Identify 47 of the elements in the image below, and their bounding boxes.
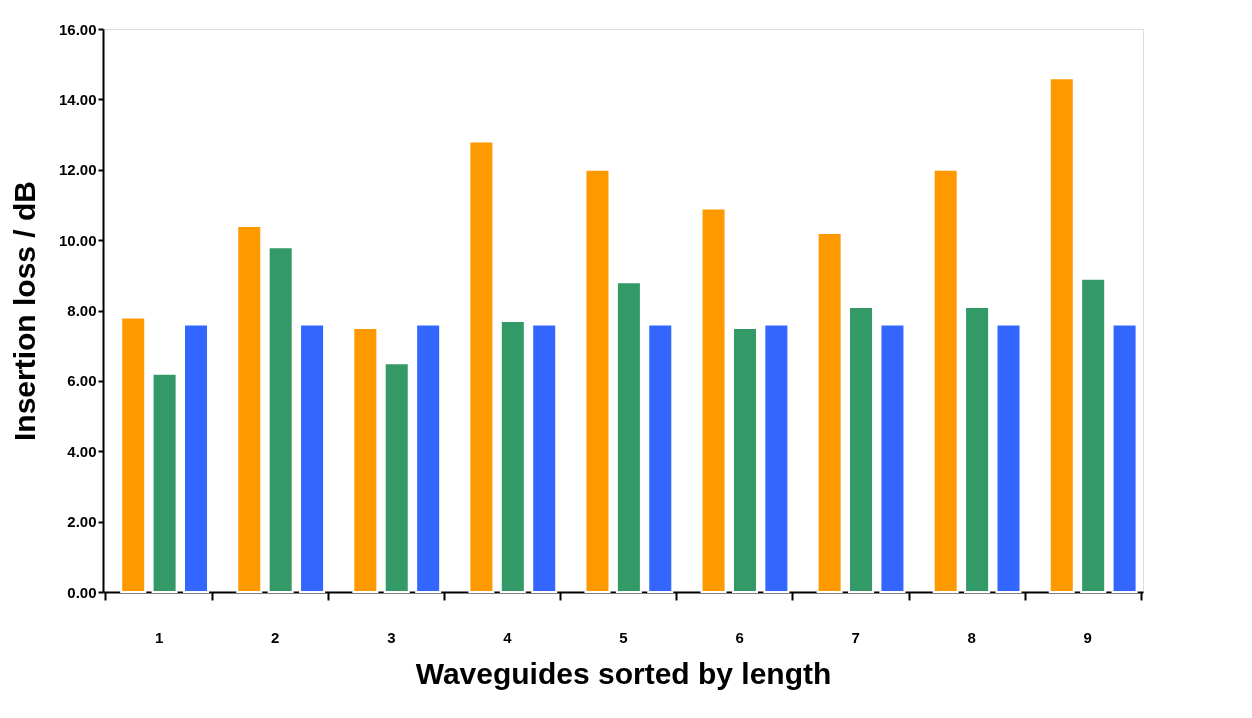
bar xyxy=(236,225,263,593)
bar xyxy=(763,323,790,593)
bar xyxy=(700,207,727,593)
bar xyxy=(120,316,147,593)
x-tick-label: 3 xyxy=(387,628,396,646)
x-tick-label: 6 xyxy=(735,628,744,646)
bar xyxy=(267,246,294,593)
y-tick-label: 4.00 xyxy=(67,442,97,460)
bar xyxy=(383,362,410,593)
bar xyxy=(647,323,674,593)
bar xyxy=(964,305,991,593)
bar xyxy=(731,327,758,593)
bar xyxy=(299,323,326,593)
x-axis-title: Waveguides sorted by length xyxy=(415,656,832,690)
bar xyxy=(352,327,379,593)
x-tick-label: 1 xyxy=(155,628,164,646)
y-tick-label: 2.00 xyxy=(67,513,97,531)
y-tick-label: 10.00 xyxy=(58,231,97,249)
x-tick-label: 8 xyxy=(967,628,976,646)
y-tick-label: 14.00 xyxy=(58,90,97,108)
y-tick-label: 12.00 xyxy=(58,161,97,179)
bar xyxy=(1111,323,1138,593)
bar xyxy=(1080,277,1107,593)
y-tick-label: 16.00 xyxy=(58,20,97,38)
bar xyxy=(995,323,1022,593)
bar xyxy=(499,320,526,593)
bar xyxy=(584,168,611,593)
bar xyxy=(816,232,843,593)
x-tick-label: 7 xyxy=(851,628,860,646)
x-tick-label: 9 xyxy=(1083,628,1092,646)
y-tick-label: 8.00 xyxy=(67,302,97,319)
x-tick-label: 2 xyxy=(271,628,280,646)
y-axis-title: Insertion loss / dB xyxy=(7,180,41,442)
x-tick-label: 4 xyxy=(503,628,513,646)
bar xyxy=(151,372,178,593)
bar xyxy=(531,323,558,593)
bar xyxy=(615,281,642,593)
bar xyxy=(468,140,495,593)
bar xyxy=(879,323,906,593)
bar xyxy=(183,323,210,593)
x-tick-label: 5 xyxy=(619,628,628,646)
bar xyxy=(848,305,875,593)
bar xyxy=(415,323,442,593)
bar xyxy=(932,168,959,593)
bar xyxy=(1048,77,1075,593)
y-tick-label: 6.00 xyxy=(67,372,97,390)
y-tick-label: 0.00 xyxy=(67,583,97,601)
